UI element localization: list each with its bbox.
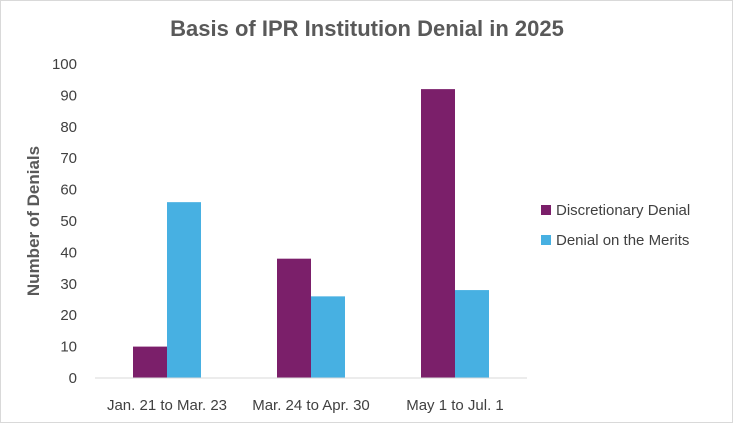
- x-axis-ticks: Jan. 21 to Mar. 23 Mar. 24 to Apr. 30 May …: [107, 397, 504, 414]
- x-tick-label: May 1 to Jul. 1: [406, 397, 504, 414]
- bars: [133, 89, 489, 379]
- y-tick-label: 10: [60, 339, 77, 356]
- y-tick-label: 90: [60, 87, 77, 104]
- chart-title: Basis of IPR Institution Denial in 2025: [170, 16, 564, 41]
- y-tick-label: 60: [60, 182, 77, 199]
- y-tick-label: 30: [60, 276, 77, 293]
- y-tick-label: 70: [60, 150, 77, 167]
- bar-discretionary-denial-2: [277, 258, 311, 378]
- bar-denial-on-the-merits-2: [311, 296, 345, 378]
- y-axis-label: Number of Denials: [24, 146, 43, 296]
- y-tick-label: 50: [60, 213, 77, 230]
- legend-swatch: [541, 205, 551, 215]
- y-axis-ticks: 0 10 20 30 40 50 60 70 80 90 100: [52, 56, 77, 387]
- x-tick-label: Mar. 24 to Apr. 30: [252, 397, 370, 414]
- bar-denial-on-the-merits-3: [455, 290, 489, 378]
- x-tick-label: Jan. 21 to Mar. 23: [107, 397, 227, 414]
- y-tick-label: 100: [52, 56, 77, 73]
- y-tick-label: 40: [60, 244, 77, 261]
- legend-label: Denial on the Merits: [556, 232, 689, 249]
- y-tick-label: 80: [60, 119, 77, 136]
- bar-discretionary-denial-3: [421, 89, 455, 379]
- legend-swatch: [541, 235, 551, 245]
- legend-label: Discretionary Denial: [556, 202, 690, 219]
- bar-discretionary-denial-1: [133, 346, 167, 378]
- legend: Discretionary Denial Denial on the Merits: [541, 202, 690, 249]
- y-tick-label: 0: [69, 370, 77, 387]
- bar-denial-on-the-merits-1: [167, 202, 201, 378]
- y-tick-label: 20: [60, 307, 77, 324]
